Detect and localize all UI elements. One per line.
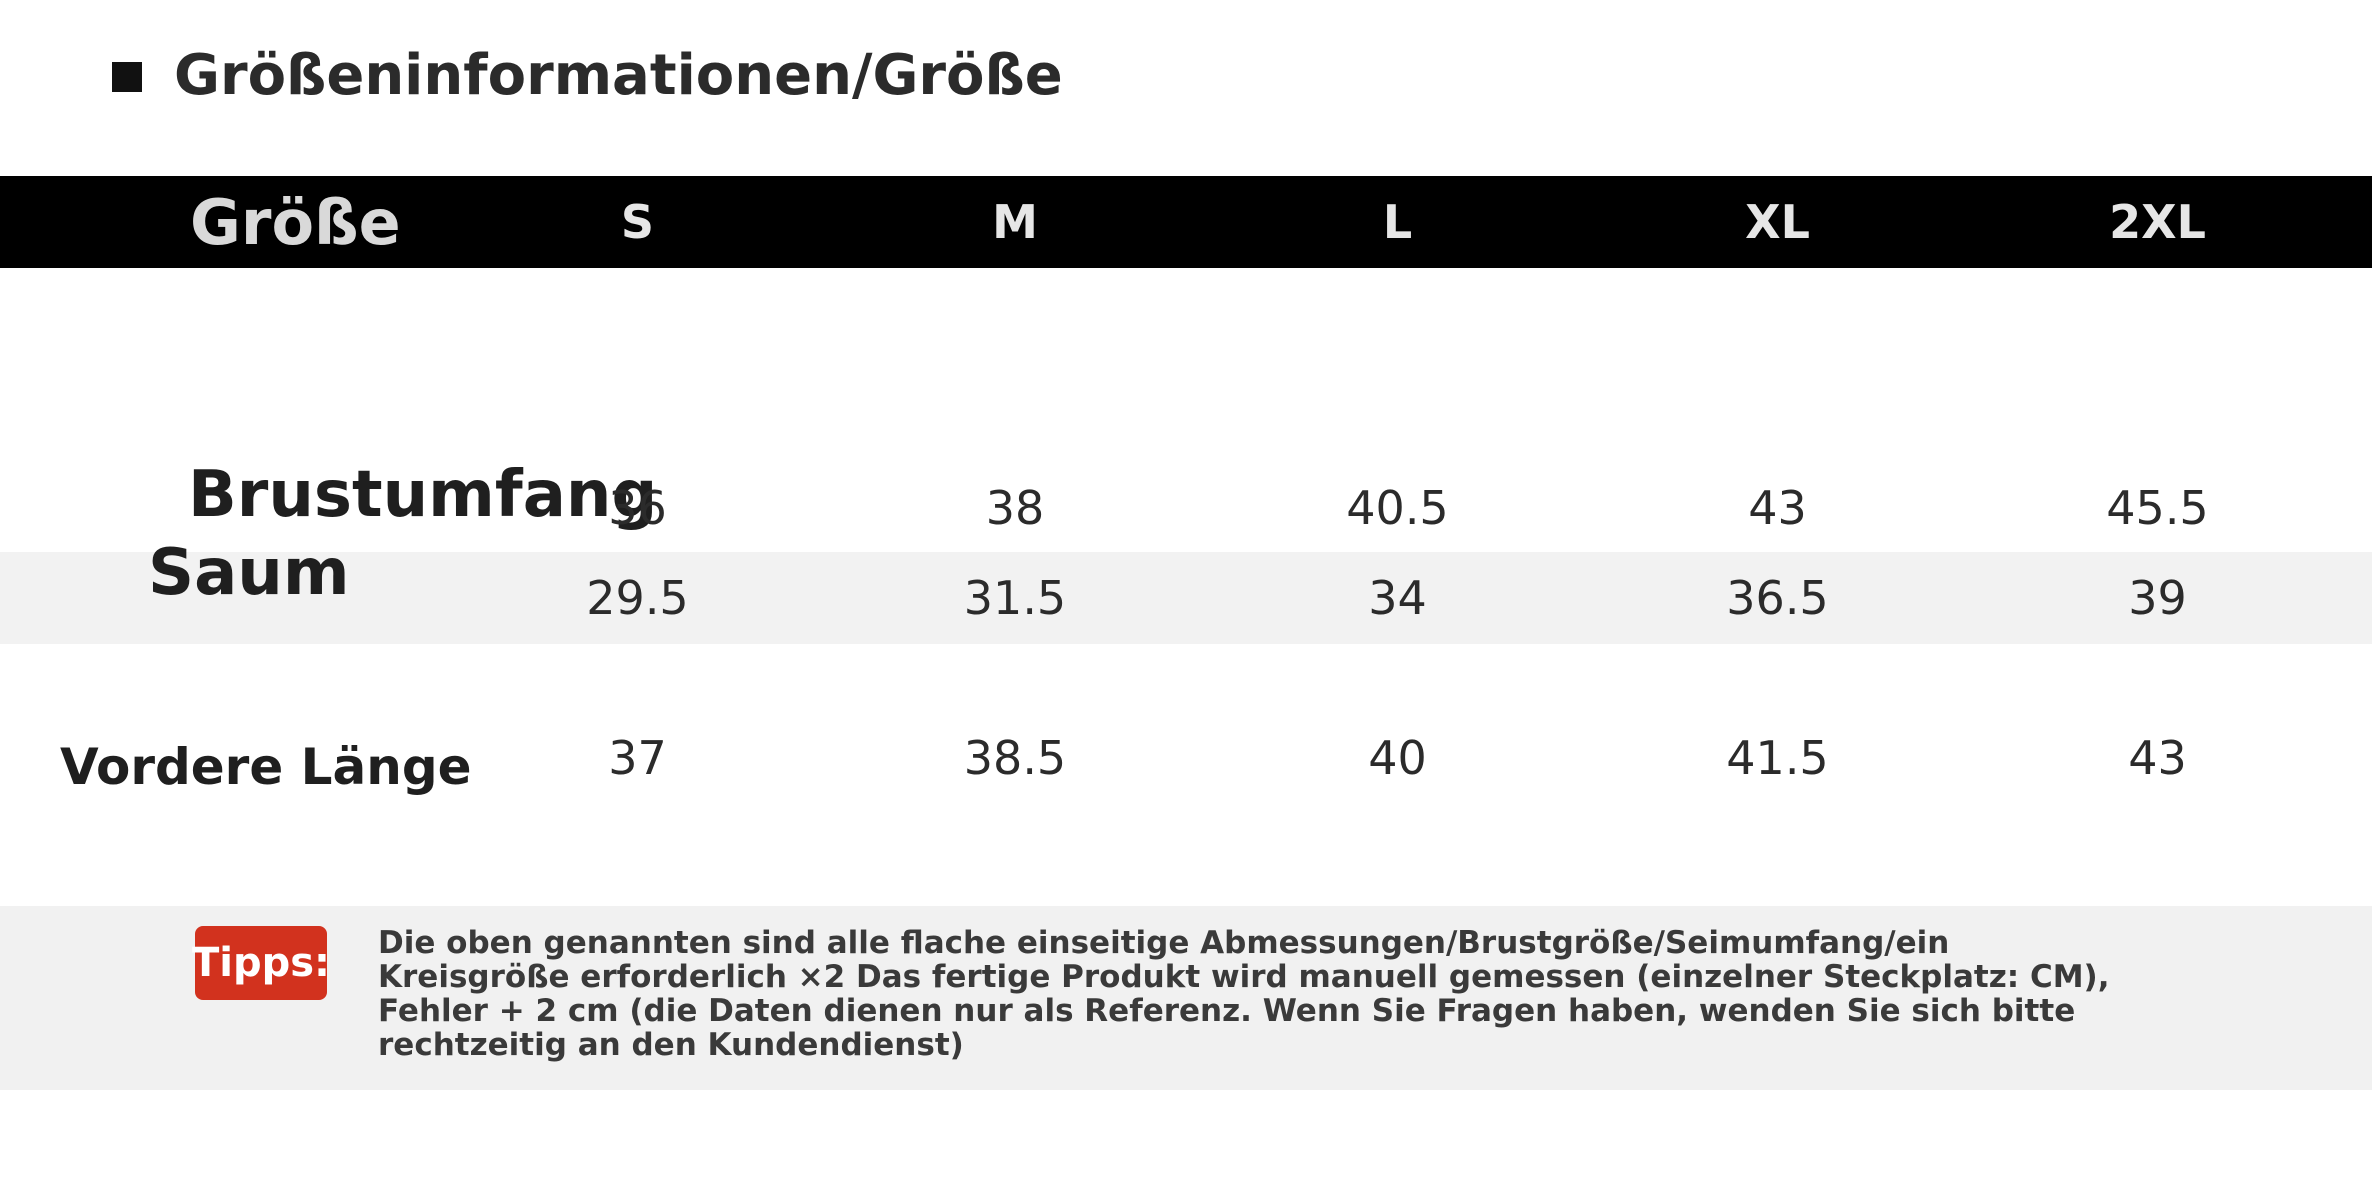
page-header: Größeninformationen/Größe [0,0,2372,150]
table-cell: 41.5 [1726,731,1829,785]
row-label-front-length: Vordere Länge [60,738,472,796]
size-m: M [992,195,1038,249]
size-column-header: Größe [190,185,401,259]
table-cell: 43 [1748,481,1807,535]
tips-line: Die oben genannten sind alle flache eins… [378,925,1950,961]
table-cell: 34 [1368,571,1427,625]
table-cell: 37 [608,731,667,785]
size-s: S [620,195,655,249]
table-header-row: Größe S M L XL 2XL [0,176,2372,268]
table-cell: 45.5 [2106,481,2209,535]
table-row: Saum 29.5 31.5 34 36.5 39 [0,536,2372,644]
bullet-square-icon [112,62,142,92]
table-row: Vordere Länge 37 38.5 40 41.5 43 [0,644,2372,908]
table-cell: 40.5 [1346,481,1449,535]
table-cell: 38.5 [963,731,1067,785]
tips-badge: Tipps: [192,926,330,1000]
table-cell: 39 [2128,571,2187,625]
table-cell: 29.5 [586,571,689,625]
table-row: Brustumfang 36 38 40.5 43 45.5 [0,268,2372,552]
table-cell: 43 [2128,731,2187,785]
table-cell: 36 [608,481,667,535]
table-cell: 40 [1368,731,1427,785]
table-cell: 31.5 [963,571,1067,625]
size-2xl: 2XL [2109,195,2206,249]
row-label-hem: Saum [148,536,350,610]
tips-text: Die oben genannten sind alle flache eins… [378,925,2110,1063]
size-xl: XL [1745,195,1810,249]
tips-panel: Tipps: Die oben genannten sind alle flac… [0,906,2372,1090]
table-cell: 36.5 [1726,571,1829,625]
page-title: Größeninformationen/Größe [174,43,1063,108]
tips-line: Kreisgröße erforderlich ×2 Das fertige P… [378,959,2110,995]
table-cell: 38 [985,481,1045,535]
tips-line: rechtzeitig an den Kundendienst) [378,1027,964,1063]
row-label-chest: Brustumfang [188,458,658,532]
size-table: Größe S M L XL 2XL Brustumfang 36 38 40.… [0,176,2372,908]
size-l: L [1382,195,1413,249]
tips-line: Fehler + 2 cm (die Daten dienen nur als … [378,993,2076,1029]
